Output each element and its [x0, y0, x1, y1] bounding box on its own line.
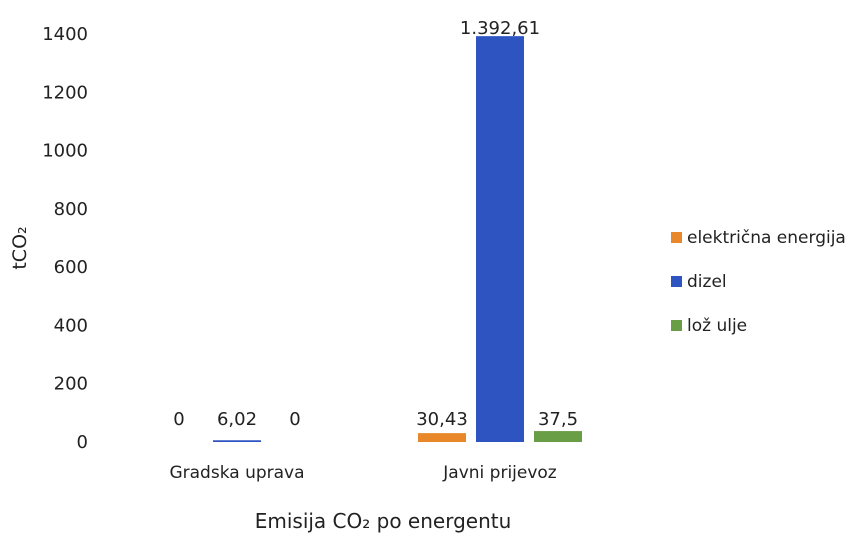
y-tick-label: 1400 — [42, 24, 88, 45]
bars — [213, 36, 582, 442]
legend-swatch — [671, 232, 682, 243]
bar — [476, 36, 524, 442]
category-label: Javni prijevoz — [442, 463, 557, 483]
legend: električna energija dizel lož ulje — [671, 228, 846, 336]
y-tick-label: 0 — [77, 432, 88, 453]
y-tick-label: 400 — [54, 315, 88, 336]
bar-value-label: 37,5 — [538, 409, 578, 430]
y-axis-ticks: 0 200 400 600 800 1000 1200 1400 — [42, 24, 88, 453]
legend-label: dizel — [687, 272, 727, 292]
y-tick-label: 200 — [54, 374, 88, 395]
bar-value-label: 30,43 — [416, 409, 468, 430]
bar — [213, 440, 261, 442]
legend-swatch — [671, 276, 682, 287]
y-tick-label: 1000 — [42, 141, 88, 162]
data-labels: 0 6,02 0 30,43 1.392,61 37,5 — [173, 18, 578, 430]
category-label: Gradska uprava — [169, 463, 304, 483]
x-axis-label: Emisija CO₂ po energentu — [255, 509, 512, 533]
x-axis-category-labels: Gradska uprava Javni prijevoz — [169, 463, 556, 483]
y-tick-label: 800 — [54, 199, 88, 220]
bar-value-label: 1.392,61 — [460, 18, 540, 39]
legend-label: lož ulje — [687, 316, 747, 336]
legend-swatch — [671, 320, 682, 331]
legend-label: električna energija — [687, 228, 846, 248]
y-tick-label: 1200 — [42, 82, 88, 103]
bar — [534, 431, 582, 442]
bar-value-label: 6,02 — [217, 409, 257, 430]
bar-value-label: 0 — [173, 409, 184, 430]
bar-value-label: 0 — [289, 409, 300, 430]
y-tick-label: 600 — [54, 257, 88, 278]
bar — [418, 433, 466, 442]
y-axis-label: tCO₂ — [9, 226, 31, 269]
